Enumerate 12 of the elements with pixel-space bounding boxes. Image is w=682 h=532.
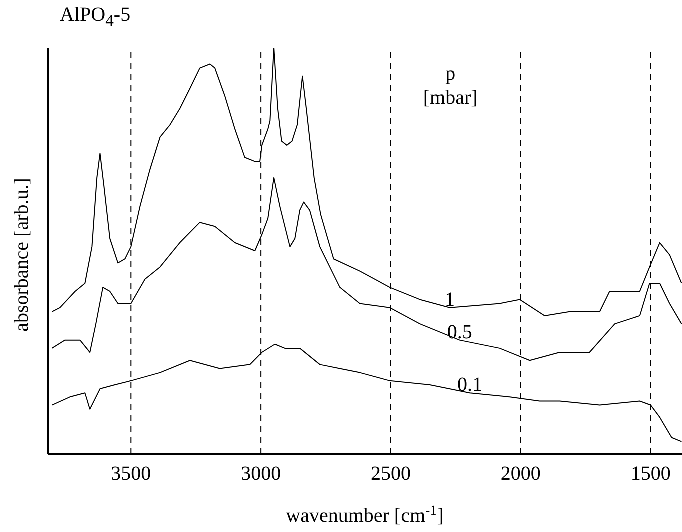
x-tick-label: 2500 [370,463,411,486]
legend-title: p [mbar] [422,62,479,110]
series-label: 0.1 [457,374,482,396]
y-axis-title: absorbance [arb.u.] [11,178,33,332]
chart-title: AlPO$_{4}$-5 [60,4,131,31]
x-tick-label: 2000 [500,463,541,486]
x-axis-title: wavenumber [cm$^{-1}$] [286,504,444,527]
series-label: 1 [444,288,455,311]
x-tick-label: 3000 [241,463,282,486]
x-tick-label: 1500 [630,463,671,486]
series-label: 0.5 [447,321,472,344]
x-tick-label: 3500 [111,463,152,486]
